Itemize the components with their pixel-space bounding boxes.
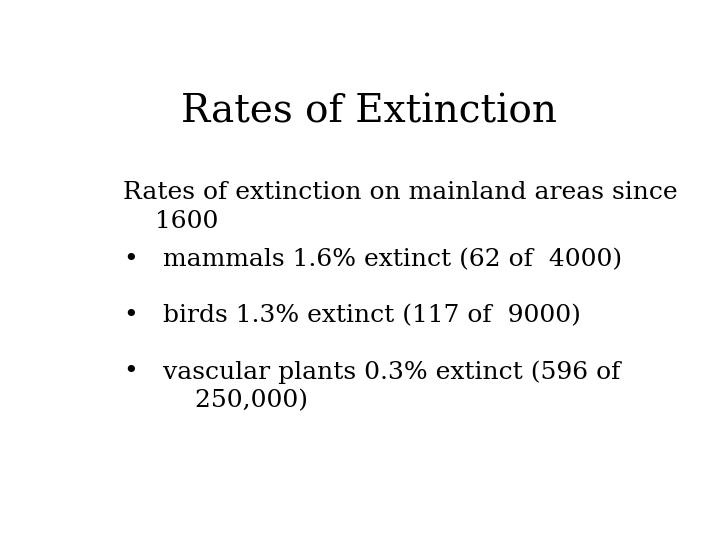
Text: •: • [124, 304, 138, 327]
Text: Rates of extinction on mainland areas since
    1600: Rates of extinction on mainland areas si… [124, 181, 678, 233]
Text: •: • [124, 248, 138, 271]
Text: birds 1.3% extinct (117 of  9000): birds 1.3% extinct (117 of 9000) [163, 304, 580, 327]
Text: mammals 1.6% extinct (62 of  4000): mammals 1.6% extinct (62 of 4000) [163, 248, 621, 271]
Text: •: • [124, 360, 138, 383]
Text: vascular plants 0.3% extinct (596 of
    250,000): vascular plants 0.3% extinct (596 of 250… [163, 360, 620, 412]
Text: Rates of Extinction: Rates of Extinction [181, 94, 557, 131]
